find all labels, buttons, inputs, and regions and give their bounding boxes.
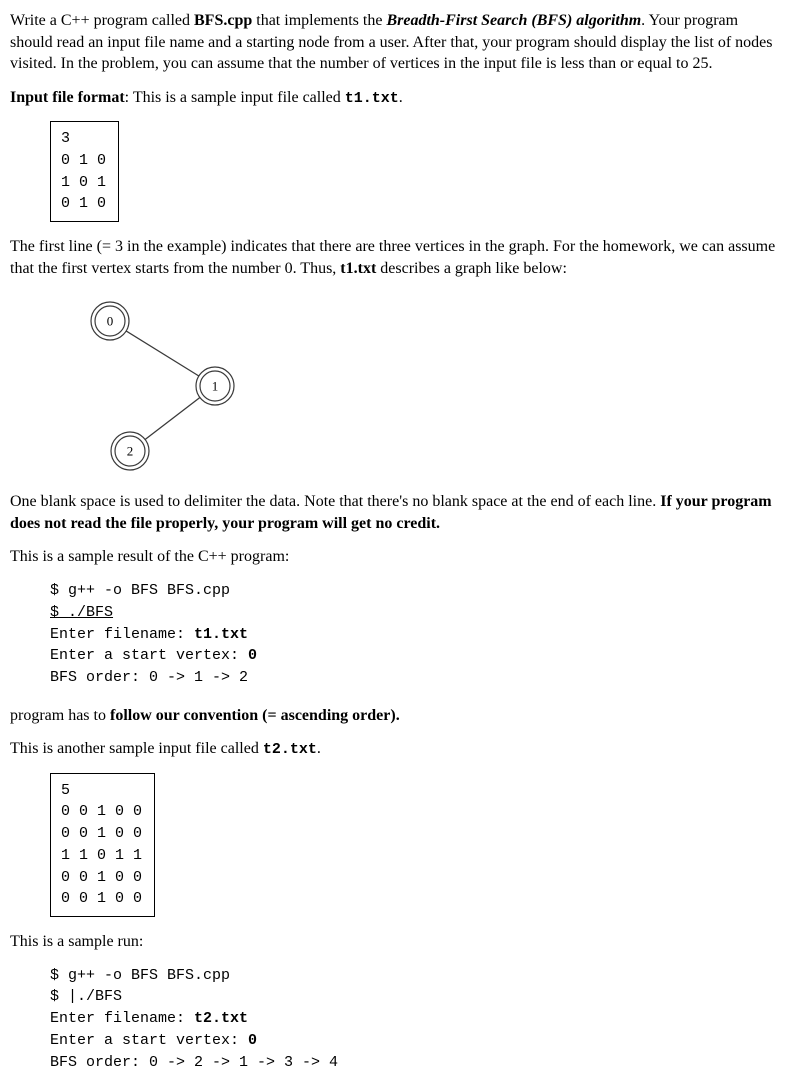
intro-paragraph: Write a C++ program called BFS.cpp that … xyxy=(10,10,776,75)
svg-text:2: 2 xyxy=(127,444,134,459)
file2-box: 5 0 0 1 0 0 0 0 1 0 0 1 1 0 1 1 0 0 1 0 … xyxy=(50,773,155,918)
file2-intro-a: This is another sample input file called xyxy=(10,740,263,757)
algo-name: Breadth-First Search (BFS) algorithm xyxy=(386,12,641,29)
run2-l3b: t2.txt xyxy=(194,1010,248,1027)
input-format-line: Input file format: This is a sample inpu… xyxy=(10,87,776,109)
run1-l3a: Enter filename: xyxy=(50,626,194,643)
run2-l2: $ |./BFS xyxy=(50,988,122,1005)
run1-block: $ g++ -o BFS BFS.cpp $ ./BFS Enter filen… xyxy=(50,580,776,689)
delimiter-note: One blank space is used to delimiter the… xyxy=(10,491,776,534)
run1-l2b: ./BFS xyxy=(68,604,113,621)
file1-name: t1.txt xyxy=(345,90,399,107)
convention-line: program has to follow our convention (= … xyxy=(10,705,776,727)
file1-name-ref: t1.txt xyxy=(340,260,376,277)
run1-l4a: Enter a start vertex: xyxy=(50,647,248,664)
file1-box: 3 0 1 0 1 0 1 0 1 0 xyxy=(50,121,119,222)
period: . xyxy=(399,89,403,106)
run2-l1: $ g++ -o BFS BFS.cpp xyxy=(50,967,230,984)
convention-a: program has to xyxy=(10,707,110,724)
delim-text: One blank space is used to delimiter the… xyxy=(10,493,660,510)
run2-l3a: Enter filename: xyxy=(50,1010,194,1027)
svg-text:1: 1 xyxy=(212,379,219,394)
file2-intro-c: . xyxy=(317,740,321,757)
after-file1-text: describes a graph like below: xyxy=(376,260,567,277)
run2-l5: BFS order: 0 -> 2 -> 1 -> 3 -> 4 xyxy=(50,1054,338,1071)
after-file1-paragraph: The first line (= 3 in the example) indi… xyxy=(10,236,776,279)
prog-name: BFS.cpp xyxy=(194,12,252,29)
intro-text: that implements the xyxy=(252,12,386,29)
run2-l4b: 0 xyxy=(248,1032,257,1049)
run2-block: $ g++ -o BFS BFS.cpp $ |./BFS Enter file… xyxy=(50,965,776,1074)
run1-l2a: $ xyxy=(50,604,68,621)
input-format-rest: : This is a sample input file called xyxy=(125,89,345,106)
sample-result-intro: This is a sample result of the C++ progr… xyxy=(10,546,776,568)
run2-intro: This is a sample run: xyxy=(10,931,776,953)
convention-b: follow our convention (= ascending order… xyxy=(110,707,400,724)
file2-intro: This is another sample input file called… xyxy=(10,738,776,760)
run1-l4b: 0 xyxy=(248,647,257,664)
intro-text: Write a C++ program called xyxy=(10,12,194,29)
input-format-label: Input file format xyxy=(10,89,125,106)
run1-l3b: t1.txt xyxy=(194,626,248,643)
svg-text:0: 0 xyxy=(107,314,114,329)
run2-l4a: Enter a start vertex: xyxy=(50,1032,248,1049)
graph-diagram: 0 1 2 xyxy=(80,291,280,481)
file2-name: t2.txt xyxy=(263,741,317,758)
run1-l5: BFS order: 0 -> 1 -> 2 xyxy=(50,669,248,686)
run1-l1: $ g++ -o BFS BFS.cpp xyxy=(50,582,230,599)
